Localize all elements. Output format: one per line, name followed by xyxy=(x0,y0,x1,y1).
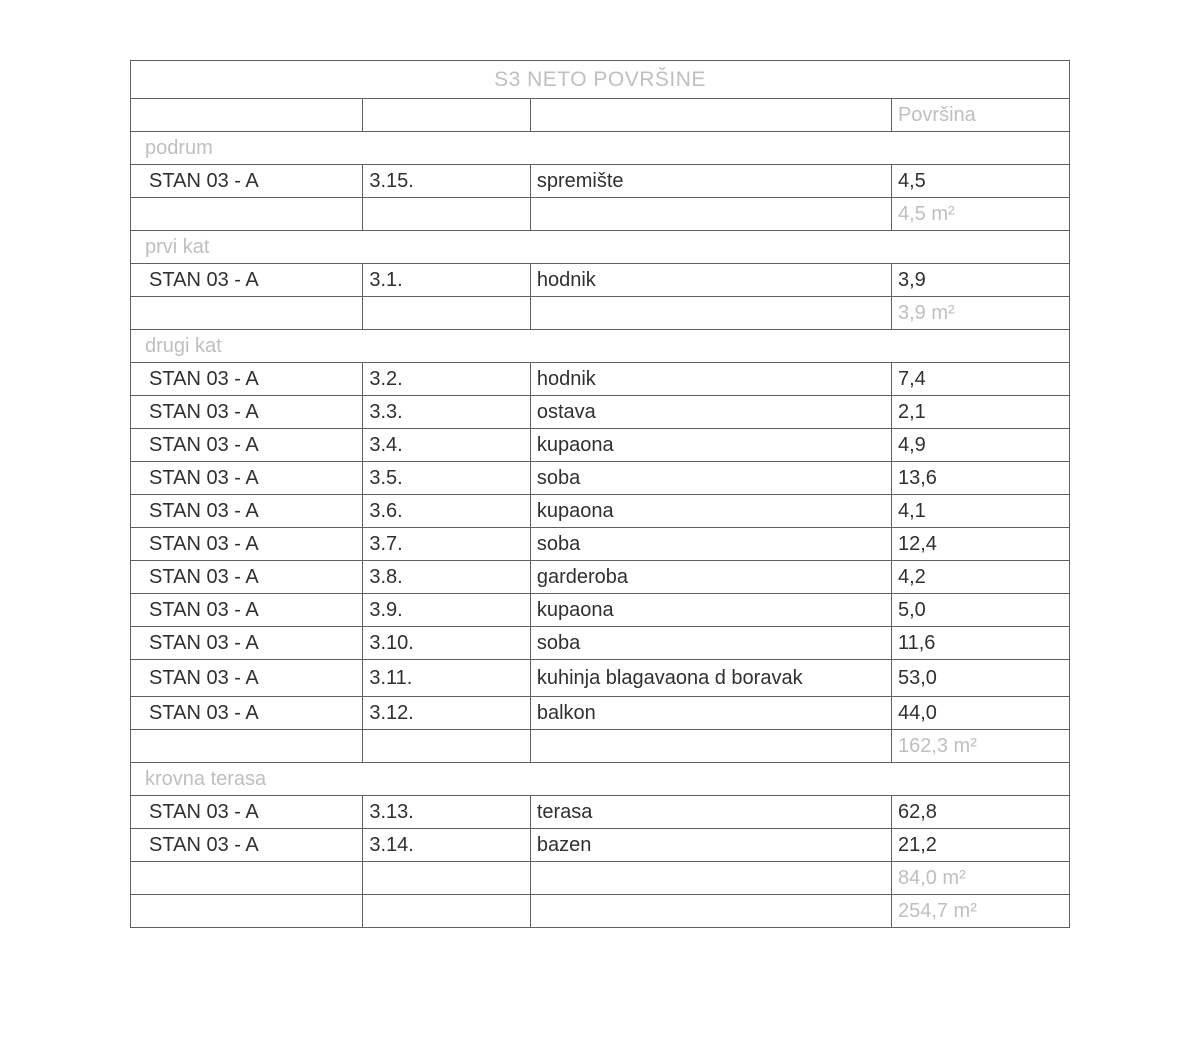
cell-description: soba xyxy=(530,462,891,495)
cell-area: 2,1 xyxy=(891,396,1069,429)
cell-description: hodnik xyxy=(530,363,891,396)
grand-total: 254,7 m² xyxy=(891,895,1069,928)
cell-unit: STAN 03 - A xyxy=(143,660,363,697)
table-row: STAN 03 - A3.11.kuhinja blagavaona d bor… xyxy=(131,660,1070,697)
cell-area: 4,2 xyxy=(891,561,1069,594)
table-row: STAN 03 - A3.14.bazen21,2 xyxy=(131,829,1070,862)
section-subtotal: 162,3 m² xyxy=(891,730,1069,763)
cell-area: 12,4 xyxy=(891,528,1069,561)
cell-description: ostava xyxy=(530,396,891,429)
cell-unit: STAN 03 - A xyxy=(143,165,363,198)
table-row: STAN 03 - A3.4.kupaona4,9 xyxy=(131,429,1070,462)
table-row: STAN 03 - A3.9.kupaona5,0 xyxy=(131,594,1070,627)
cell-area: 4,9 xyxy=(891,429,1069,462)
cell-unit: STAN 03 - A xyxy=(143,264,363,297)
table-row: STAN 03 - A3.3.ostava2,1 xyxy=(131,396,1070,429)
cell-description: kupaona xyxy=(530,594,891,627)
cell-number: 3.4. xyxy=(363,429,530,462)
cell-number: 3.1. xyxy=(363,264,530,297)
area-table: S3 NETO POVRŠINEPovršinapodrumSTAN 03 - … xyxy=(130,60,1070,928)
cell-unit: STAN 03 - A xyxy=(143,528,363,561)
cell-number: 3.12. xyxy=(363,697,530,730)
cell-description: kupaona xyxy=(530,429,891,462)
section-label: drugi kat xyxy=(131,330,1070,363)
cell-unit: STAN 03 - A xyxy=(143,363,363,396)
cell-number: 3.7. xyxy=(363,528,530,561)
cell-description: soba xyxy=(530,627,891,660)
cell-area: 11,6 xyxy=(891,627,1069,660)
cell-number: 3.3. xyxy=(363,396,530,429)
table-row: STAN 03 - A3.12.balkon44,0 xyxy=(131,697,1070,730)
table-row: STAN 03 - A3.8.garderoba4,2 xyxy=(131,561,1070,594)
cell-description: balkon xyxy=(530,697,891,730)
cell-description: bazen xyxy=(530,829,891,862)
table-row: STAN 03 - A3.2.hodnik7,4 xyxy=(131,363,1070,396)
cell-area: 3,9 xyxy=(891,264,1069,297)
cell-area: 21,2 xyxy=(891,829,1069,862)
section-subtotal: 3,9 m² xyxy=(891,297,1069,330)
table-row: STAN 03 - A3.7.soba12,4 xyxy=(131,528,1070,561)
cell-unit: STAN 03 - A xyxy=(143,796,363,829)
section-label: krovna terasa xyxy=(131,763,1070,796)
table-title: S3 NETO POVRŠINE xyxy=(131,61,1070,99)
cell-number: 3.8. xyxy=(363,561,530,594)
cell-number: 3.2. xyxy=(363,363,530,396)
cell-area: 4,5 xyxy=(891,165,1069,198)
cell-number: 3.13. xyxy=(363,796,530,829)
table-row: STAN 03 - A3.15.spremište4,5 xyxy=(131,165,1070,198)
cell-description: kuhinja blagavaona d boravak xyxy=(530,660,891,697)
cell-description: soba xyxy=(530,528,891,561)
table-row: STAN 03 - A3.6.kupaona4,1 xyxy=(131,495,1070,528)
table-row: STAN 03 - A3.5.soba13,6 xyxy=(131,462,1070,495)
cell-number: 3.11. xyxy=(363,660,530,697)
cell-unit: STAN 03 - A xyxy=(143,495,363,528)
cell-description: hodnik xyxy=(530,264,891,297)
cell-description: kupaona xyxy=(530,495,891,528)
cell-number: 3.6. xyxy=(363,495,530,528)
cell-number: 3.9. xyxy=(363,594,530,627)
cell-unit: STAN 03 - A xyxy=(143,829,363,862)
cell-area: 53,0 xyxy=(891,660,1069,697)
table-row: STAN 03 - A3.10.soba11,6 xyxy=(131,627,1070,660)
cell-unit: STAN 03 - A xyxy=(143,429,363,462)
cell-area: 7,4 xyxy=(891,363,1069,396)
cell-area: 13,6 xyxy=(891,462,1069,495)
cell-number: 3.5. xyxy=(363,462,530,495)
cell-unit: STAN 03 - A xyxy=(143,627,363,660)
cell-number: 3.10. xyxy=(363,627,530,660)
cell-number: 3.14. xyxy=(363,829,530,862)
cell-area: 44,0 xyxy=(891,697,1069,730)
cell-unit: STAN 03 - A xyxy=(143,594,363,627)
section-label: podrum xyxy=(131,132,1070,165)
table-row: STAN 03 - A3.1.hodnik3,9 xyxy=(131,264,1070,297)
cell-unit: STAN 03 - A xyxy=(143,396,363,429)
cell-unit: STAN 03 - A xyxy=(143,462,363,495)
section-label: prvi kat xyxy=(131,231,1070,264)
cell-area: 62,8 xyxy=(891,796,1069,829)
cell-area: 5,0 xyxy=(891,594,1069,627)
table-row: STAN 03 - A3.13.terasa62,8 xyxy=(131,796,1070,829)
section-subtotal: 84,0 m² xyxy=(891,862,1069,895)
cell-area: 4,1 xyxy=(891,495,1069,528)
cell-unit: STAN 03 - A xyxy=(143,697,363,730)
cell-description: terasa xyxy=(530,796,891,829)
header-area-label: Površina xyxy=(891,99,1069,132)
section-subtotal: 4,5 m² xyxy=(891,198,1069,231)
cell-description: garderoba xyxy=(530,561,891,594)
cell-number: 3.15. xyxy=(363,165,530,198)
cell-description: spremište xyxy=(530,165,891,198)
cell-unit: STAN 03 - A xyxy=(143,561,363,594)
